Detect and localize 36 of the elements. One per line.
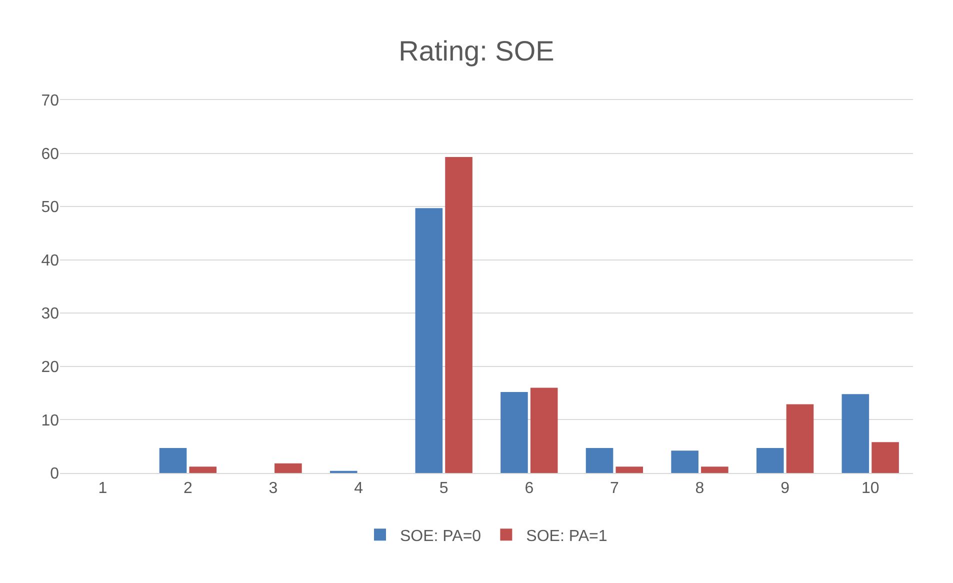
x-tick-label: 3 (268, 480, 278, 498)
x-tick-label: 8 (695, 480, 704, 498)
bar (842, 394, 870, 473)
y-tick-label: 70 (41, 92, 60, 110)
x-tick-label: 5 (439, 480, 448, 498)
bar (415, 208, 443, 473)
bar (872, 442, 899, 473)
x-tick-label: 10 (861, 480, 880, 498)
y-tick-label: 30 (41, 306, 60, 323)
bar (586, 448, 614, 473)
y-tick-label: 20 (41, 359, 60, 376)
bar (671, 450, 698, 473)
legend-label: SOE: PA=1 (526, 528, 608, 545)
x-tick-label: 7 (610, 480, 619, 498)
bar (159, 448, 187, 473)
y-tick-label: 40 (41, 252, 60, 270)
bar (500, 392, 528, 473)
bar (445, 157, 472, 473)
bar (786, 404, 814, 473)
x-tick-label: 2 (183, 480, 192, 498)
x-tick-label: 9 (780, 480, 790, 498)
y-tick-label: 0 (50, 466, 60, 483)
bar (530, 388, 558, 473)
y-tick-label: 50 (41, 199, 60, 216)
y-tick-label: 10 (41, 412, 60, 430)
x-tick-label: 6 (524, 480, 534, 498)
x-tick-label: 1 (98, 480, 108, 498)
bar (274, 463, 302, 473)
bar (616, 466, 644, 473)
legend-label: SOE: PA=0 (400, 528, 482, 545)
x-tick-label: 4 (354, 480, 364, 498)
bar (756, 448, 784, 473)
y-tick-label: 60 (41, 146, 60, 163)
bar (701, 466, 728, 473)
bar (189, 466, 217, 473)
chart-title: Rating: SOE (398, 35, 554, 66)
